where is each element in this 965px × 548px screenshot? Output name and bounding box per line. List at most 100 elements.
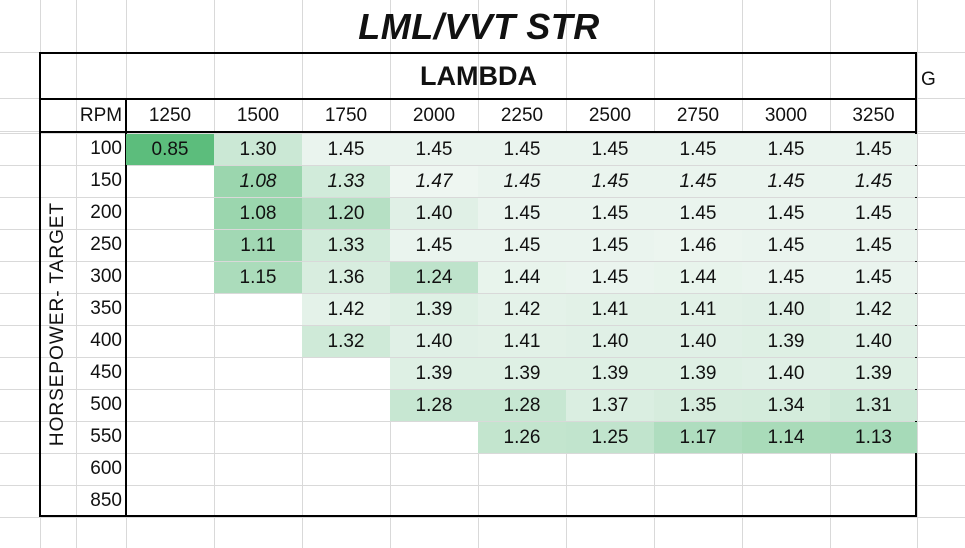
lambda-cell: 1.42 bbox=[478, 294, 566, 325]
lambda-cell: 1.08 bbox=[214, 198, 302, 229]
lambda-cell: 1.13 bbox=[830, 422, 917, 453]
lambda-cell: 1.41 bbox=[478, 326, 566, 357]
lambda-cell: 0.85 bbox=[126, 134, 214, 165]
lambda-cell: 1.45 bbox=[390, 230, 478, 261]
lambda-cell: 1.45 bbox=[830, 262, 917, 293]
y-axis-label: HORSEPOWER- TARGET bbox=[40, 132, 76, 516]
lambda-cell: 1.45 bbox=[742, 262, 830, 293]
rpm-header: 3000 bbox=[764, 105, 808, 126]
lambda-cell: 1.40 bbox=[390, 198, 478, 229]
lambda-cell: 1.45 bbox=[566, 198, 654, 229]
hp-header: 150 bbox=[90, 170, 122, 191]
rpm-label: RPM bbox=[79, 105, 123, 126]
lambda-cell: 1.44 bbox=[654, 262, 742, 293]
lambda-cell: 1.39 bbox=[566, 358, 654, 389]
rpm-header: 2750 bbox=[676, 105, 720, 126]
hp-header: 300 bbox=[90, 266, 122, 287]
lambda-cell: 1.20 bbox=[302, 198, 390, 229]
lambda-cell: 1.37 bbox=[566, 390, 654, 421]
lambda-cell: 1.33 bbox=[302, 230, 390, 261]
column-header-divider bbox=[40, 131, 917, 133]
lambda-cell: 1.39 bbox=[742, 326, 830, 357]
lambda-cell: 1.45 bbox=[654, 198, 742, 229]
row-header-divider bbox=[125, 100, 127, 516]
lambda-cell: 1.40 bbox=[566, 326, 654, 357]
lambda-cell: 1.45 bbox=[742, 166, 830, 197]
lambda-cell: 1.30 bbox=[214, 134, 302, 165]
hp-header: 500 bbox=[90, 394, 122, 415]
lambda-cell: 1.45 bbox=[654, 166, 742, 197]
hp-header: 350 bbox=[90, 298, 122, 319]
header-divider bbox=[40, 98, 917, 100]
lambda-cell: 1.45 bbox=[566, 166, 654, 197]
lambda-cell: 1.40 bbox=[742, 294, 830, 325]
rpm-header: 3250 bbox=[852, 105, 895, 126]
lambda-cell: 1.28 bbox=[390, 390, 478, 421]
lambda-cell: 1.45 bbox=[566, 230, 654, 261]
lambda-cell: 1.45 bbox=[742, 198, 830, 229]
lambda-cell: 1.40 bbox=[830, 326, 917, 357]
lambda-cell: 1.44 bbox=[478, 262, 566, 293]
lambda-cell: 1.35 bbox=[654, 390, 742, 421]
lambda-cell: 1.39 bbox=[390, 294, 478, 325]
lambda-cell: 1.45 bbox=[830, 134, 917, 165]
lambda-cell: 1.45 bbox=[830, 230, 917, 261]
lambda-cell: 1.45 bbox=[478, 230, 566, 261]
sheet-title: LML/VVT STR bbox=[358, 6, 600, 47]
y-axis-label-text: HORSEPOWER- TARGET bbox=[47, 201, 68, 447]
rpm-header: 2250 bbox=[500, 105, 544, 126]
lambda-cell: 1.28 bbox=[478, 390, 566, 421]
hp-header: 600 bbox=[90, 458, 122, 479]
lambda-cell: 1.45 bbox=[302, 134, 390, 165]
lambda-cell: 1.39 bbox=[478, 358, 566, 389]
hp-header: 400 bbox=[90, 330, 122, 351]
lambda-cell: 1.26 bbox=[478, 422, 566, 453]
lambda-cell: 1.47 bbox=[390, 166, 478, 197]
lambda-cell: 1.40 bbox=[654, 326, 742, 357]
lambda-cell: 1.11 bbox=[214, 230, 302, 261]
rpm-header: 2000 bbox=[412, 105, 456, 126]
lambda-cell: 1.25 bbox=[566, 422, 654, 453]
hp-header: 550 bbox=[90, 426, 122, 447]
lambda-cell: 1.45 bbox=[742, 230, 830, 261]
table-header: LAMBDA bbox=[420, 61, 537, 91]
lambda-cell: 1.41 bbox=[566, 294, 654, 325]
stray-cell-text: G bbox=[921, 69, 936, 90]
lambda-cell: 1.40 bbox=[390, 326, 478, 357]
hp-header: 850 bbox=[90, 490, 122, 511]
lambda-cell: 1.39 bbox=[654, 358, 742, 389]
lambda-cell: 1.45 bbox=[478, 134, 566, 165]
lambda-cell: 1.45 bbox=[566, 262, 654, 293]
hp-header: 200 bbox=[90, 202, 122, 223]
lambda-cell: 1.46 bbox=[654, 230, 742, 261]
hp-header: 250 bbox=[90, 234, 122, 255]
lambda-cell: 1.45 bbox=[830, 198, 917, 229]
lambda-cell: 1.41 bbox=[654, 294, 742, 325]
lambda-cell: 1.34 bbox=[742, 390, 830, 421]
lambda-cell: 1.36 bbox=[302, 262, 390, 293]
hp-header: 100 bbox=[90, 138, 122, 159]
lambda-cell: 1.42 bbox=[302, 294, 390, 325]
rpm-header: 1500 bbox=[236, 105, 280, 126]
lambda-cell: 1.17 bbox=[654, 422, 742, 453]
lambda-cell: 1.40 bbox=[742, 358, 830, 389]
lambda-cell: 1.45 bbox=[830, 166, 917, 197]
lambda-cell: 1.33 bbox=[302, 166, 390, 197]
lambda-cell: 1.31 bbox=[830, 390, 917, 421]
rpm-header: 1750 bbox=[324, 105, 368, 126]
lambda-cell: 1.39 bbox=[830, 358, 917, 389]
lambda-cell: 1.45 bbox=[390, 134, 478, 165]
lambda-cell: 1.45 bbox=[742, 134, 830, 165]
lambda-cell: 1.45 bbox=[566, 134, 654, 165]
lambda-cell: 1.45 bbox=[654, 134, 742, 165]
lambda-cell: 1.45 bbox=[478, 166, 566, 197]
lambda-cell: 1.42 bbox=[830, 294, 917, 325]
lambda-cell: 1.14 bbox=[742, 422, 830, 453]
lambda-cell: 1.24 bbox=[390, 262, 478, 293]
rpm-header: 1250 bbox=[148, 105, 192, 126]
lambda-cell: 1.15 bbox=[214, 262, 302, 293]
lambda-cell: 1.32 bbox=[302, 326, 390, 357]
lambda-cell: 1.39 bbox=[390, 358, 478, 389]
lambda-cell: 1.45 bbox=[478, 198, 566, 229]
rpm-header: 2500 bbox=[588, 105, 632, 126]
